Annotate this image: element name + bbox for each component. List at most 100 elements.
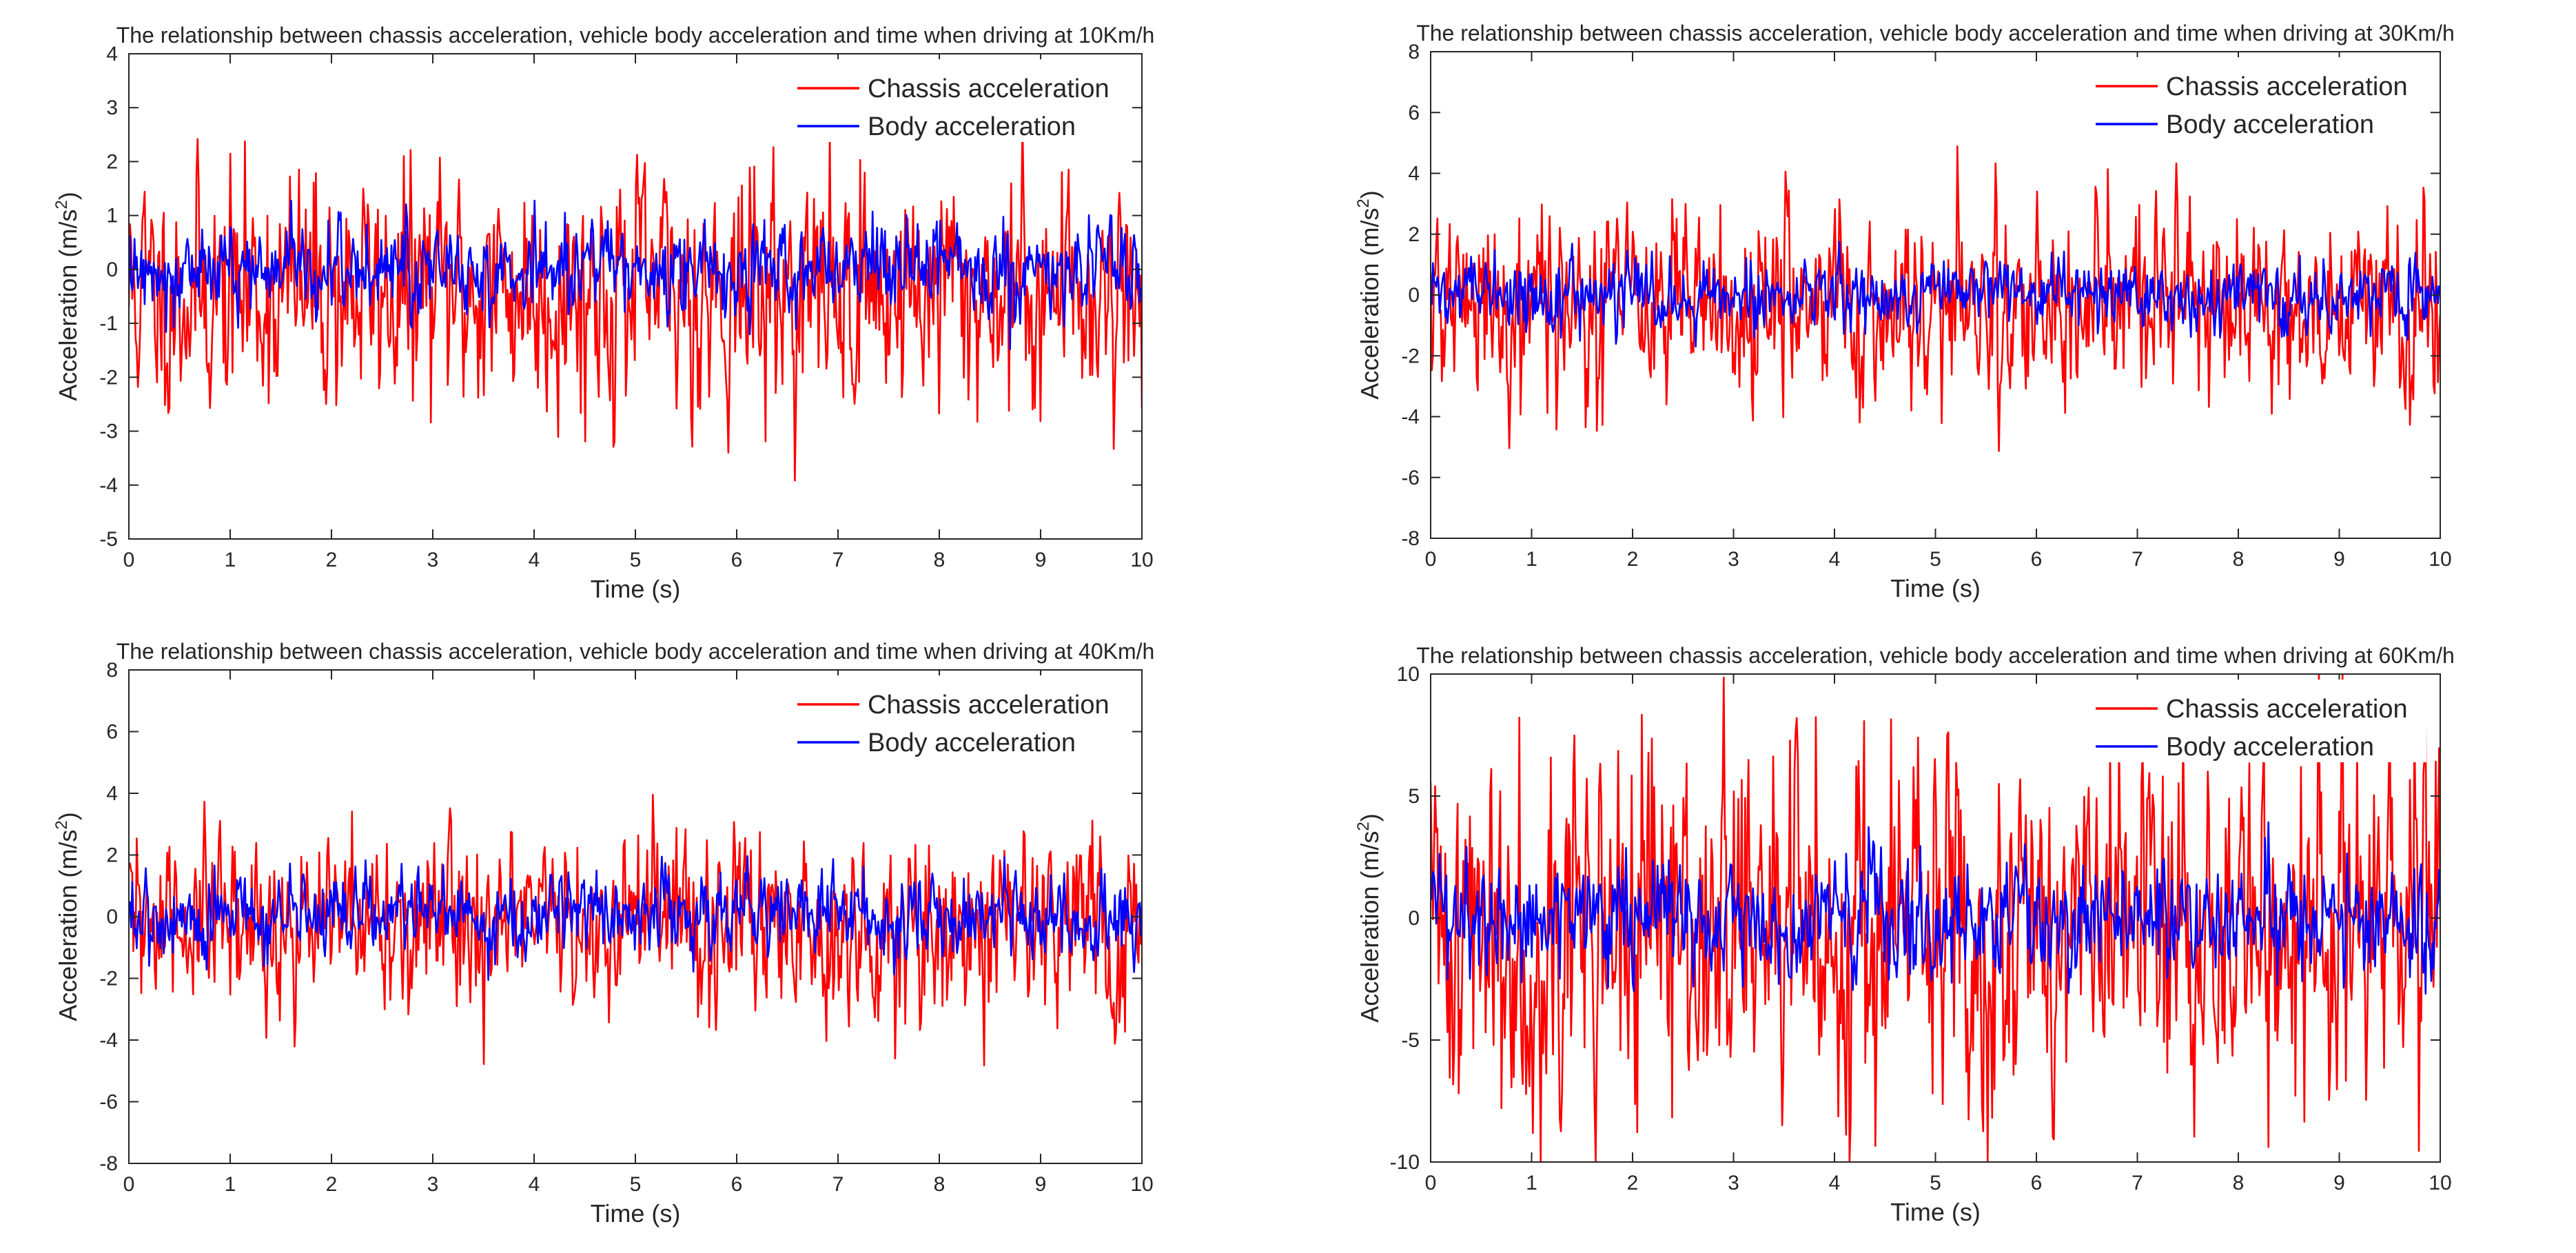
legend-box (2082, 680, 2426, 762)
x-tick-label: 4 (1829, 1172, 1841, 1194)
x-tick-label: 8 (934, 1173, 945, 1196)
x-tick-label: 2 (1627, 1172, 1639, 1194)
x-tick-label: 8 (934, 549, 945, 571)
series-line-body (129, 199, 1142, 350)
y-axis-label-superscript: 2 (1354, 822, 1373, 831)
y-tick-label: -8 (1401, 527, 1420, 550)
y-tick-label: 4 (106, 782, 118, 805)
y-tick-label: -3 (99, 420, 118, 443)
y-tick-label: 1 (106, 205, 118, 227)
x-tick-label: 3 (1728, 1172, 1739, 1194)
y-axis-label: Acceleration (m/s2) (1354, 813, 1384, 1022)
legend-box (784, 59, 1128, 142)
x-tick-label: 1 (1526, 548, 1537, 571)
y-tick-label: 6 (106, 721, 118, 744)
y-tick-label: -6 (99, 1091, 118, 1114)
y-tick-label: -2 (1401, 345, 1420, 367)
x-tick-label: 7 (2132, 548, 2143, 571)
legend-box (784, 675, 1128, 758)
chart-title: The relationship between chassis acceler… (116, 23, 1155, 48)
x-tick-label: 6 (731, 1173, 743, 1196)
x-tick-label: 0 (1425, 1172, 1437, 1194)
series-line-chassis (1431, 674, 2440, 1162)
x-tick-label: 9 (1035, 1173, 1047, 1196)
y-tick-label: 8 (1408, 41, 1420, 63)
chart-title: The relationship between chassis acceler… (116, 639, 1155, 664)
y-tick-label: -2 (99, 968, 118, 990)
y-tick-label: 4 (106, 43, 118, 65)
chart-title: The relationship between chassis acceler… (1416, 21, 2455, 45)
y-axis-label-superscript: 2 (52, 200, 71, 209)
y-tick-label: 0 (1408, 907, 1420, 930)
y-axis-label: Acceleration (m/s2) (52, 812, 82, 1021)
x-tick-label: 2 (1627, 548, 1639, 571)
y-axis-label: Acceleration (m/s2) (52, 192, 82, 400)
x-tick-label: 9 (2333, 1172, 2345, 1194)
x-tick-label: 10 (2429, 1172, 2451, 1194)
y-tick-label: 0 (106, 906, 118, 928)
series-line-body (129, 855, 1142, 981)
x-tick-label: 3 (427, 1173, 439, 1196)
legend-label-body: Body acceleration (868, 112, 1076, 141)
x-tick-label: 7 (832, 1173, 844, 1196)
x-tick-label: 4 (529, 1173, 540, 1196)
chart-panel-1: The relationship between chassis acceler… (52, 23, 1154, 603)
legend-label-chassis: Chassis acceleration (868, 74, 1110, 103)
x-tick-label: 4 (529, 549, 540, 571)
x-tick-label: 3 (427, 549, 439, 571)
legend-label-body: Body acceleration (2166, 110, 2374, 139)
y-axis-label: Acceleration (m/s2) (1354, 190, 1384, 399)
chart-panel-2: The relationship between chassis acceler… (1354, 21, 2455, 602)
legend: Chassis acceleration Body acceleration (2082, 57, 2426, 140)
y-tick-label: 4 (1408, 163, 1420, 185)
x-tick-label: 1 (225, 1173, 236, 1196)
y-tick-label: 2 (1408, 223, 1420, 246)
y-tick-label: 3 (106, 96, 118, 119)
legend: Chassis acceleration Body acceleration (2082, 680, 2426, 762)
legend-label-body: Body acceleration (868, 729, 1076, 757)
x-tick-label: 7 (2132, 1172, 2143, 1194)
x-tick-label: 5 (630, 549, 642, 571)
y-axis-label-main: Acceleration (m/s (54, 830, 82, 1021)
y-tick-label: -10 (1390, 1151, 1420, 1174)
x-tick-label: 5 (1930, 1172, 1941, 1194)
x-tick-label: 10 (2429, 548, 2451, 571)
legend-label-chassis: Chassis acceleration (2166, 695, 2408, 724)
y-axis-label-close: ) (1356, 813, 1384, 822)
y-tick-label: -4 (99, 1029, 118, 1052)
x-tick-label: 7 (832, 549, 844, 571)
x-tick-label: 6 (2031, 548, 2043, 571)
x-tick-label: 0 (123, 549, 135, 571)
y-axis-label-superscript: 2 (1354, 198, 1373, 207)
y-axis-label-main: Acceleration (m/s (1356, 208, 1384, 400)
x-tick-label: 1 (225, 549, 236, 571)
series-line-body (1431, 241, 2440, 348)
y-tick-label: -6 (1401, 467, 1420, 489)
y-tick-label: -8 (99, 1152, 118, 1175)
x-tick-label: 4 (1829, 548, 1841, 571)
x-tick-label: 1 (1526, 1172, 1537, 1194)
y-tick-label: 5 (1408, 785, 1420, 808)
x-tick-label: 9 (1035, 549, 1047, 571)
x-tick-label: 3 (1728, 548, 1739, 571)
y-tick-label: 0 (1408, 284, 1420, 307)
y-tick-label: 6 (1408, 101, 1420, 124)
y-tick-label: 2 (106, 844, 118, 867)
y-tick-label: 8 (106, 659, 118, 682)
x-tick-label: 0 (1425, 548, 1437, 571)
chart-title: The relationship between chassis acceler… (1416, 643, 2455, 668)
y-axis-label-close: ) (54, 812, 82, 820)
legend: Chassis acceleration Body acceleration (784, 675, 1128, 758)
x-axis-label: Time (s) (1890, 1198, 1981, 1226)
y-tick-label: -1 (99, 312, 118, 335)
legend-box (2082, 57, 2426, 140)
x-tick-label: 2 (326, 1173, 338, 1196)
legend: Chassis acceleration Body acceleration (784, 59, 1128, 142)
x-tick-label: 10 (1130, 1173, 1153, 1196)
chart-panel-4: The relationship between chassis acceler… (1354, 643, 2455, 1226)
y-tick-label: -4 (99, 474, 118, 497)
x-tick-label: 0 (123, 1173, 135, 1196)
legend-label-chassis: Chassis acceleration (2166, 72, 2408, 101)
x-axis-label: Time (s) (591, 1199, 681, 1227)
